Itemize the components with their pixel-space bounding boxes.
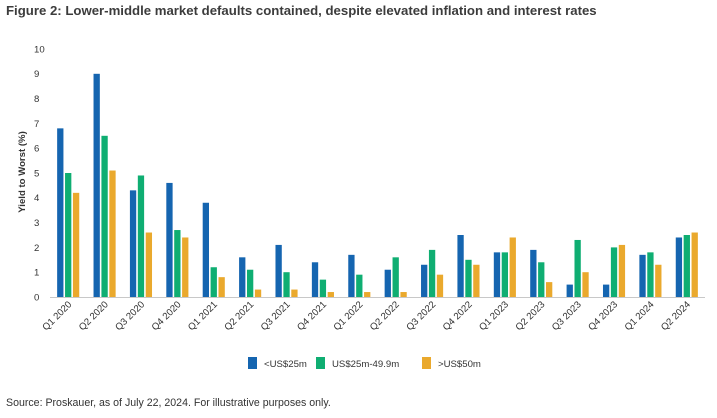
source-note: Source: Proskauer, as of July 22, 2024. … xyxy=(6,397,331,409)
y-tick-label: 9 xyxy=(34,69,39,80)
bar xyxy=(465,259,472,297)
bar xyxy=(291,289,298,297)
bar xyxy=(574,239,581,297)
legend-label: >US$50m xyxy=(438,359,481,370)
bar xyxy=(254,289,262,297)
bar xyxy=(319,279,327,297)
legend-swatch xyxy=(316,357,325,369)
y-tick-label: 6 xyxy=(34,144,39,155)
x-tick-label: Q3 2023 xyxy=(550,299,584,333)
y-tick-label: 8 xyxy=(34,94,39,105)
x-tick-label: Q1 2020 xyxy=(41,299,75,333)
bar xyxy=(327,292,334,297)
bar xyxy=(275,244,282,297)
bar xyxy=(509,237,516,297)
bar xyxy=(218,277,225,297)
x-tick-label: Q4 2020 xyxy=(150,299,184,333)
bar xyxy=(283,272,290,297)
x-tick-label: Q4 2023 xyxy=(586,299,620,333)
bar xyxy=(582,272,589,297)
bar xyxy=(311,262,319,297)
bar xyxy=(421,264,428,297)
x-tick-label: Q1 2023 xyxy=(477,299,511,333)
y-tick-label: 10 xyxy=(34,44,45,55)
y-tick-label: 0 xyxy=(34,292,39,303)
y-tick-label: 3 xyxy=(34,218,39,229)
bar xyxy=(246,269,254,297)
y-tick-label: 4 xyxy=(34,193,40,204)
x-tick-label: Q3 2022 xyxy=(404,299,438,333)
bar xyxy=(566,284,573,297)
x-tick-label: Q1 2024 xyxy=(623,299,657,333)
bar xyxy=(655,264,662,297)
y-axis: 0 1 2 3 4 5 6 7 8 9 10 xyxy=(34,44,45,303)
bar xyxy=(639,254,646,297)
y-tick-label: 2 xyxy=(34,243,39,254)
bar xyxy=(210,267,217,297)
bar xyxy=(392,257,399,297)
bar xyxy=(202,202,209,297)
chart-title: Figure 2: Lower-middle market defaults c… xyxy=(6,3,597,18)
plot-area xyxy=(57,73,698,297)
x-tick-label: Q3 2021 xyxy=(259,299,293,333)
legend-label: <US$25m xyxy=(264,359,307,370)
bar xyxy=(501,252,509,297)
x-tick-label: Q4 2021 xyxy=(295,299,329,333)
bar xyxy=(400,292,407,297)
bar xyxy=(57,128,64,297)
bar xyxy=(109,170,116,297)
legend: <US$25m US$25m-49.9m >US$50m xyxy=(248,357,481,370)
bar xyxy=(137,175,145,297)
bar xyxy=(546,282,553,297)
bar xyxy=(647,252,654,297)
x-tick-label: Q3 2020 xyxy=(113,299,147,333)
x-tick-label: Q2 2020 xyxy=(77,299,111,333)
bar xyxy=(691,232,698,297)
bar xyxy=(602,284,610,297)
y-tick-label: 1 xyxy=(34,268,39,279)
bar xyxy=(174,230,181,297)
bar xyxy=(618,244,626,297)
x-tick-label: Q2 2021 xyxy=(222,299,256,333)
x-tick-label: Q1 2022 xyxy=(332,299,366,333)
x-tick-label: Q2 2024 xyxy=(659,299,693,333)
bar xyxy=(530,249,537,297)
x-tick-label: Q1 2021 xyxy=(186,299,220,333)
legend-swatch xyxy=(248,357,257,369)
y-tick-label: 7 xyxy=(34,119,39,130)
legend-swatch xyxy=(422,357,431,369)
bar xyxy=(101,135,108,297)
x-axis: Q1 2020 Q2 2020 Q3 2020 Q4 2020 Q1 2021 Q2 20… xyxy=(41,299,694,333)
bar xyxy=(384,269,391,297)
y-axis-label: Yield to Worst (%) xyxy=(17,131,28,213)
bar xyxy=(683,235,690,297)
legend-label: US$25m-49.9m xyxy=(332,359,399,370)
bar xyxy=(166,182,173,297)
x-tick-label: Q2 2022 xyxy=(368,299,402,333)
x-tick-label: Q2 2023 xyxy=(514,299,548,333)
bar xyxy=(356,274,363,297)
bar xyxy=(348,254,355,297)
bar xyxy=(65,173,72,297)
bar xyxy=(72,192,80,297)
bar xyxy=(93,73,100,297)
bar xyxy=(436,274,444,297)
bar xyxy=(182,237,189,297)
bar xyxy=(364,292,371,297)
bar xyxy=(145,232,153,297)
bar xyxy=(428,249,436,297)
bar xyxy=(493,252,501,297)
bar xyxy=(610,247,618,297)
bar xyxy=(675,237,683,297)
bar xyxy=(538,262,545,297)
bar xyxy=(129,190,137,297)
x-tick-label: Q4 2022 xyxy=(441,299,475,333)
bar xyxy=(473,264,480,297)
bar xyxy=(239,257,246,297)
y-tick-label: 5 xyxy=(34,168,39,179)
bar xyxy=(457,235,464,297)
